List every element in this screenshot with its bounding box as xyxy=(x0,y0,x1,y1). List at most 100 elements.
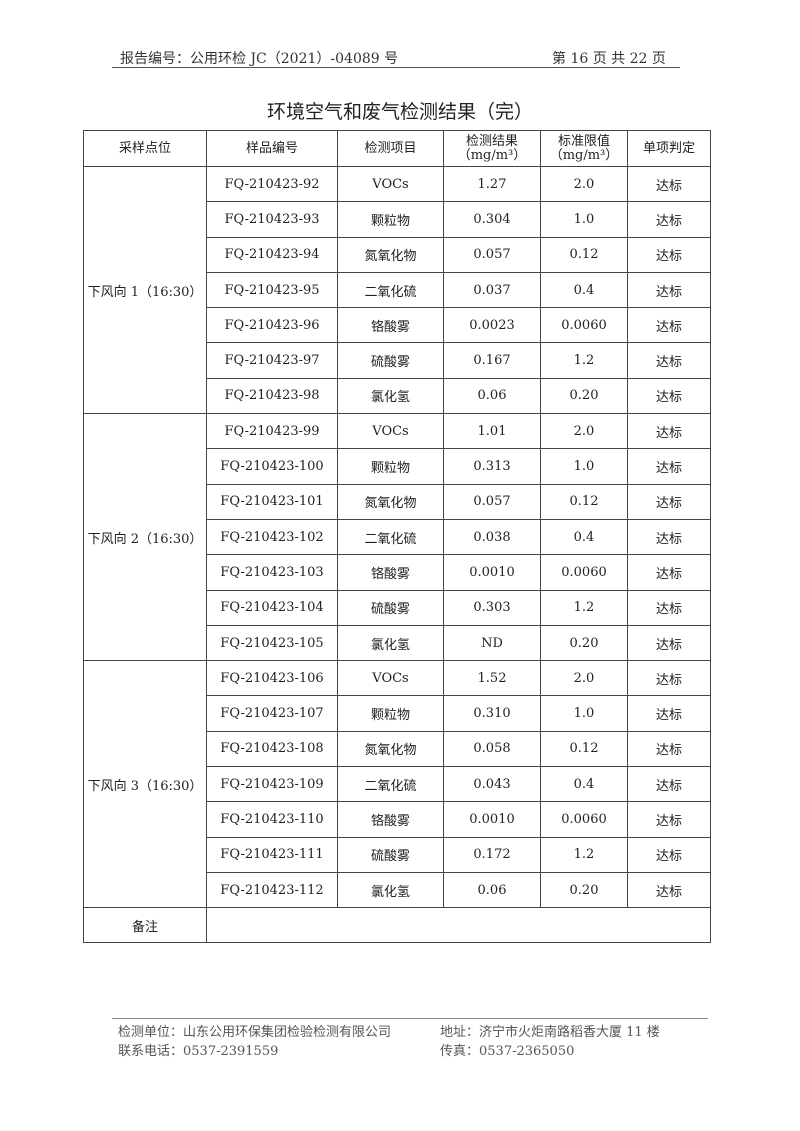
col-judgement: 单项判定 xyxy=(627,130,711,167)
col-location: 采样点位 xyxy=(83,130,207,167)
table-row: 下风向 3（16:30） FQ-210423-106 VOCs 1.52 2.0 达标 xyxy=(83,660,711,909)
col-limit: 标准限值 （mg/m³） xyxy=(540,130,628,167)
remark-row: 备注 xyxy=(83,907,711,944)
sample-id-cell: FQ-210423-96 xyxy=(206,307,338,344)
table-row: 下风向 1（16:30） FQ-210423-92 VOCs 1.27 2.0 达标 xyxy=(83,165,711,415)
result-cell: 0.172 xyxy=(443,836,541,873)
judgement-cell: 达标 xyxy=(627,836,711,873)
result-cell: 0.313 xyxy=(443,448,541,485)
sample-id-cell: FQ-210423-101 xyxy=(206,483,338,520)
table-row: FQ-210423-112 氯化氢 0.06 0.20 达标 xyxy=(84,871,711,909)
item-cell: 铬酸雾 xyxy=(337,307,444,344)
limit-cell: 2.0 xyxy=(540,413,628,450)
table-row: FQ-210423-103 铬酸雾 0.0010 0.0060 达标 xyxy=(84,554,711,591)
sample-id-cell: FQ-210423-108 xyxy=(206,730,338,768)
footer-address: 地址：济宁市火炬南路稻香大厦 11 楼 xyxy=(440,1025,660,1040)
limit-cell: 0.0060 xyxy=(540,307,628,344)
judgement-cell: 达标 xyxy=(627,589,711,626)
item-cell: 铬酸雾 xyxy=(337,554,444,591)
judgement-cell: 达标 xyxy=(627,448,711,485)
table-row: FQ-210423-97 硫酸雾 0.167 1.2 达标 xyxy=(84,342,711,379)
result-cell: 0.038 xyxy=(443,518,541,556)
item-cell: 硫酸雾 xyxy=(337,589,444,626)
limit-cell: 0.0060 xyxy=(540,801,628,838)
judgement-cell: 达标 xyxy=(627,695,711,732)
item-cell: 颗粒物 xyxy=(337,695,444,732)
sample-id-cell: FQ-210423-104 xyxy=(206,589,338,626)
location-cell: 下风向 2（16:30） xyxy=(83,413,207,662)
judgement-cell: 达标 xyxy=(627,413,711,450)
limit-cell: 0.4 xyxy=(540,766,628,803)
limit-cell: 0.20 xyxy=(540,871,628,909)
judgement-cell: 达标 xyxy=(627,483,711,520)
item-cell: 颗粒物 xyxy=(337,448,444,485)
sample-id-cell: FQ-210423-94 xyxy=(206,236,338,273)
limit-cell: 1.2 xyxy=(540,589,628,626)
sample-id-cell: FQ-210423-106 xyxy=(206,660,338,697)
table-row: FQ-210423-98 氯化氢 0.06 0.20 达标 xyxy=(84,377,711,415)
judgement-cell: 达标 xyxy=(627,554,711,591)
page-title: 环境空气和废气检测结果（完） xyxy=(266,101,533,123)
judgement-cell: 达标 xyxy=(627,801,711,838)
limit-cell: 0.20 xyxy=(540,624,628,662)
judgement-cell: 达标 xyxy=(627,377,711,415)
limit-cell: 1.2 xyxy=(540,342,628,379)
item-cell: 氮氧化物 xyxy=(337,730,444,768)
judgement-cell: 达标 xyxy=(627,271,711,309)
item-cell: 铬酸雾 xyxy=(337,801,444,838)
result-cell: 0.058 xyxy=(443,730,541,768)
footer-unit: 检测单位：山东公用环保集团检验检测有限公司 xyxy=(118,1025,392,1040)
result-cell: 0.06 xyxy=(443,871,541,909)
judgement-cell: 达标 xyxy=(627,518,711,556)
table-row: FQ-210423-109 二氧化硫 0.043 0.4 达标 xyxy=(84,766,711,803)
page-number: 第 16 页 共 22 页 xyxy=(552,51,666,67)
result-cell: 0.057 xyxy=(443,483,541,520)
limit-cell: 0.20 xyxy=(540,377,628,415)
col-limit-label: 标准限值 xyxy=(557,133,610,149)
item-cell: 硫酸雾 xyxy=(337,836,444,873)
item-cell: 二氧化硫 xyxy=(337,518,444,556)
result-cell: 0.06 xyxy=(443,377,541,415)
sample-id-cell: FQ-210423-100 xyxy=(206,448,338,485)
table-row: FQ-210423-105 氯化氢 ND 0.20 达标 xyxy=(84,624,711,662)
limit-cell: 1.2 xyxy=(540,836,628,873)
sample-id-cell: FQ-210423-92 xyxy=(206,165,338,203)
judgement-cell: 达标 xyxy=(627,307,711,344)
result-cell: 0.310 xyxy=(443,695,541,732)
limit-cell: 0.4 xyxy=(540,518,628,556)
report-number: 报告编号：公用环检 JC（2021）-04089 号 xyxy=(120,51,399,67)
table-header-row: 采样点位 样品编号 检测项目 检测结果 （mg/m³） 标准限值 （mg/m³） 单… xyxy=(83,130,711,167)
result-cell: 0.043 xyxy=(443,766,541,803)
col-limit-unit: （mg/m³） xyxy=(549,147,619,163)
limit-cell: 0.0060 xyxy=(540,554,628,591)
judgement-cell: 达标 xyxy=(627,201,711,238)
result-cell: 0.167 xyxy=(443,342,541,379)
judgement-cell: 达标 xyxy=(627,342,711,379)
item-cell: 二氧化硫 xyxy=(337,271,444,309)
header-divider xyxy=(112,67,680,68)
result-cell: ND xyxy=(443,624,541,662)
item-cell: 氯化氢 xyxy=(337,377,444,415)
limit-cell: 2.0 xyxy=(540,660,628,697)
judgement-cell: 达标 xyxy=(627,730,711,768)
sample-id-cell: FQ-210423-97 xyxy=(206,342,338,379)
table-row: FQ-210423-111 硫酸雾 0.172 1.2 达标 xyxy=(84,836,711,873)
judgement-cell: 达标 xyxy=(627,165,711,203)
item-cell: 硫酸雾 xyxy=(337,342,444,379)
col-result-label: 检测结果 xyxy=(465,133,518,149)
footer-fax: 传真：0537-2365050 xyxy=(440,1044,575,1059)
sample-id-cell: FQ-210423-102 xyxy=(206,518,338,556)
sample-id-cell: FQ-210423-111 xyxy=(206,836,338,873)
limit-cell: 0.4 xyxy=(540,271,628,309)
item-cell: 氯化氢 xyxy=(337,871,444,909)
table-row: FQ-210423-104 硫酸雾 0.303 1.2 达标 xyxy=(84,589,711,626)
limit-cell: 1.0 xyxy=(540,448,628,485)
item-cell: VOCs xyxy=(337,660,444,697)
results-table: 采样点位 样品编号 检测项目 检测结果 （mg/m³） 标准限值 （mg/m³） 单… xyxy=(83,130,711,944)
result-cell: 1.01 xyxy=(443,413,541,450)
result-cell: 0.0023 xyxy=(443,307,541,344)
table-row: FQ-210423-102 二氧化硫 0.038 0.4 达标 xyxy=(84,518,711,556)
location-cell: 下风向 1（16:30） xyxy=(83,165,207,415)
table-row: FQ-210423-93 颗粒物 0.304 1.0 达标 xyxy=(84,201,711,238)
